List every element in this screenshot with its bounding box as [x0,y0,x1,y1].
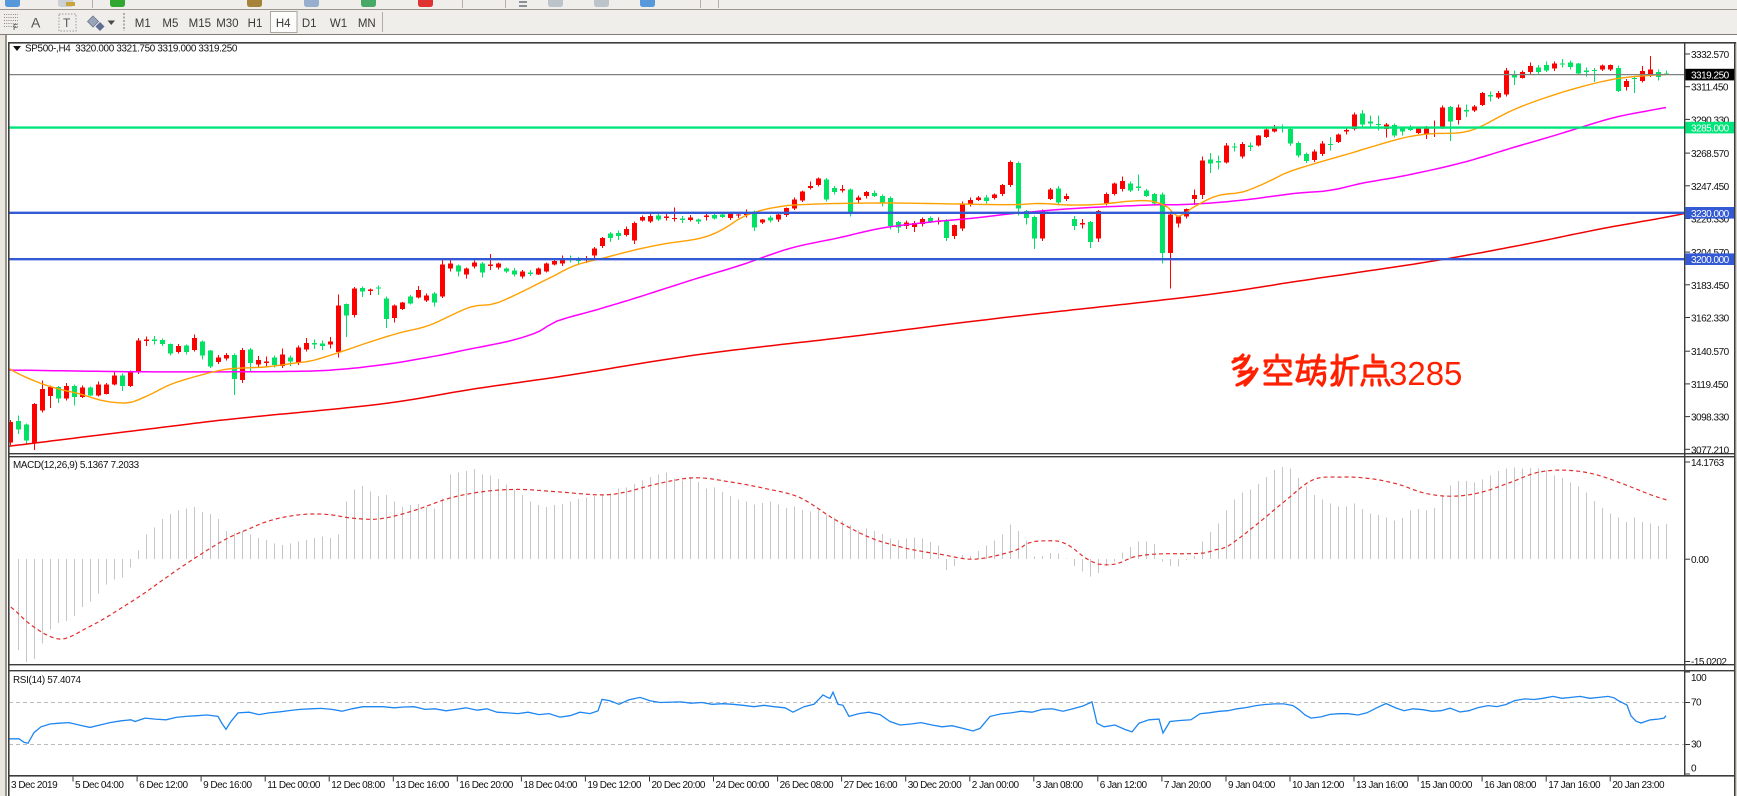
svg-text:10 Jan 12:00: 10 Jan 12:00 [1292,780,1345,791]
svg-text:3 Dec 2019: 3 Dec 2019 [11,780,58,791]
svg-text:6 Jan 12:00: 6 Jan 12:00 [1100,780,1148,791]
svg-text:3119.450: 3119.450 [1691,380,1729,391]
svg-text:MN: MN [358,18,376,30]
svg-text:3230.000: 3230.000 [1691,209,1730,220]
svg-text:3 Jan 08:00: 3 Jan 08:00 [1036,780,1084,791]
svg-text:24 Dec 00:00: 24 Dec 00:00 [716,780,770,791]
svg-text:27 Dec 16:00: 27 Dec 16:00 [844,780,898,791]
svg-text:3077.210: 3077.210 [1691,445,1730,456]
svg-text:3162.330: 3162.330 [1691,314,1730,325]
svg-text:3200.000: 3200.000 [1691,255,1730,266]
svg-text:19 Dec 12:00: 19 Dec 12:00 [587,780,641,791]
svg-text:M1: M1 [135,18,151,30]
svg-text:14.1763: 14.1763 [1691,458,1725,469]
svg-text:H1: H1 [248,18,263,30]
svg-text:3285.000: 3285.000 [1691,124,1730,135]
svg-text:11 Dec 00:00: 11 Dec 00:00 [267,780,321,791]
svg-text:2 Jan 00:00: 2 Jan 00:00 [972,780,1020,791]
svg-text:M30: M30 [216,18,238,30]
svg-text:7 Jan 20:00: 7 Jan 20:00 [1164,780,1212,791]
svg-text:13 Dec 16:00: 13 Dec 16:00 [395,780,449,791]
svg-text:3268.570: 3268.570 [1691,149,1730,160]
svg-text:RSI(14) 57.4074: RSI(14) 57.4074 [13,675,81,686]
svg-text:26 Dec 08:00: 26 Dec 08:00 [780,780,834,791]
svg-text:M15: M15 [189,18,211,30]
svg-text:T: T [63,16,71,30]
svg-text:3332.570: 3332.570 [1691,50,1730,61]
svg-text:W1: W1 [330,18,347,30]
svg-text:3098.330: 3098.330 [1691,413,1730,424]
svg-text:H4: H4 [276,18,291,30]
svg-text:17 Jan 16:00: 17 Jan 16:00 [1548,780,1601,791]
svg-text:15 Jan 00:00: 15 Jan 00:00 [1420,780,1473,791]
svg-text:3247.450: 3247.450 [1691,182,1730,193]
svg-text:6 Dec 12:00: 6 Dec 12:00 [139,780,188,791]
svg-text:13 Jan 16:00: 13 Jan 16:00 [1356,780,1409,791]
svg-text:16 Jan 08:00: 16 Jan 08:00 [1484,780,1537,791]
svg-text:12 Dec 08:00: 12 Dec 08:00 [331,780,385,791]
svg-text:70: 70 [1691,698,1702,709]
svg-text:3290.330: 3290.330 [1691,115,1730,126]
svg-text:18 Dec 04:00: 18 Dec 04:00 [523,780,577,791]
svg-text:3285: 3285 [1389,355,1462,392]
svg-text:3311.450: 3311.450 [1691,83,1729,94]
svg-text:-15.0202: -15.0202 [1691,657,1727,668]
svg-text:30 Dec 20:00: 30 Dec 20:00 [908,780,962,791]
svg-text:3226.330: 3226.330 [1691,215,1730,226]
svg-text:9 Dec 16:00: 9 Dec 16:00 [203,780,252,791]
svg-text:0.00: 0.00 [1691,555,1709,566]
svg-text:F: F [13,23,18,32]
svg-text:20 Jan 23:00: 20 Jan 23:00 [1612,780,1665,791]
svg-text:SP500-,H4 3320.000 3321.750 3: SP500-,H4 3320.000 3321.750 3319.000 331… [25,44,238,55]
svg-text:9 Jan 04:00: 9 Jan 04:00 [1228,780,1276,791]
svg-text:20 Dec 20:00: 20 Dec 20:00 [652,780,706,791]
svg-text:30: 30 [1691,740,1702,751]
svg-text:D1: D1 [302,18,317,30]
svg-text:0: 0 [1691,764,1697,775]
svg-text:3140.570: 3140.570 [1691,347,1730,358]
svg-text:5 Dec 04:00: 5 Dec 04:00 [75,780,124,791]
svg-text:3319.250: 3319.250 [1691,71,1730,82]
svg-text:100: 100 [1691,673,1707,684]
svg-text:M5: M5 [162,18,178,30]
svg-text:MACD(12,26,9) 5.1367 7.2033: MACD(12,26,9) 5.1367 7.2033 [13,460,140,471]
svg-text:A: A [31,15,41,31]
svg-text:16 Dec 20:00: 16 Dec 20:00 [459,780,513,791]
svg-text:3183.450: 3183.450 [1691,281,1730,292]
